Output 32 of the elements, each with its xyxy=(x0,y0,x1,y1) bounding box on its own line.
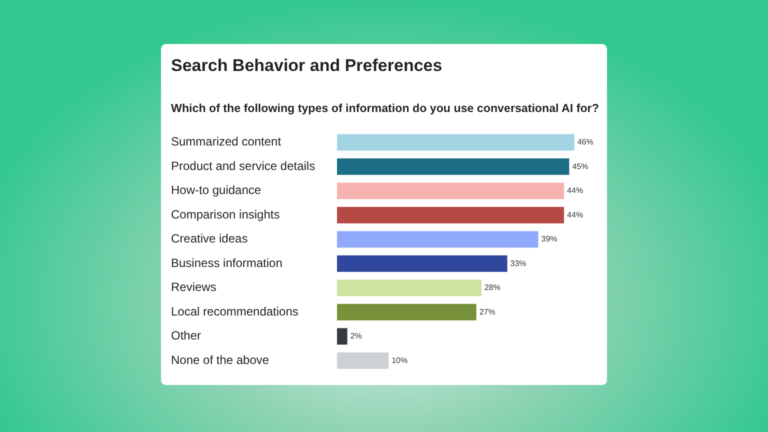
bar xyxy=(337,304,476,320)
y-tick-label: None of the above xyxy=(171,352,270,367)
y-tick-label: Other xyxy=(171,328,202,343)
data-label: 46% xyxy=(577,138,594,147)
bar xyxy=(337,280,482,296)
bar xyxy=(337,134,574,151)
data-label: 10% xyxy=(392,356,408,365)
y-tick-label: Product and service details xyxy=(171,158,316,173)
bar xyxy=(337,182,564,200)
data-label: 33% xyxy=(510,258,526,268)
data-label: 44% xyxy=(567,186,584,196)
bar xyxy=(337,352,389,369)
data-label: 2% xyxy=(350,332,362,341)
chart-subtitle: Which of the following types of information do you use conversational AI for? xyxy=(171,102,599,115)
y-tick-label: Creative ideas xyxy=(171,232,248,246)
y-tick-label: Summarized content xyxy=(171,134,282,149)
data-label: 39% xyxy=(541,234,558,244)
data-label: 27% xyxy=(479,307,496,316)
data-label: 28% xyxy=(484,283,500,292)
y-tick-label: How-to guidance xyxy=(171,183,262,198)
y-tick-label: Local recommendations xyxy=(171,304,298,318)
bar xyxy=(337,328,348,345)
y-tick-label: Comparison insights xyxy=(171,207,280,222)
data-label: 45% xyxy=(572,162,588,171)
bar xyxy=(337,255,508,272)
chart-title: Search Behavior and Preferences xyxy=(171,56,442,76)
y-tick-label: Business information xyxy=(171,256,282,270)
bar xyxy=(337,231,538,248)
bar xyxy=(337,206,564,224)
y-tick-label: Reviews xyxy=(171,280,216,294)
bar xyxy=(337,158,570,175)
data-label: 44% xyxy=(567,210,584,220)
